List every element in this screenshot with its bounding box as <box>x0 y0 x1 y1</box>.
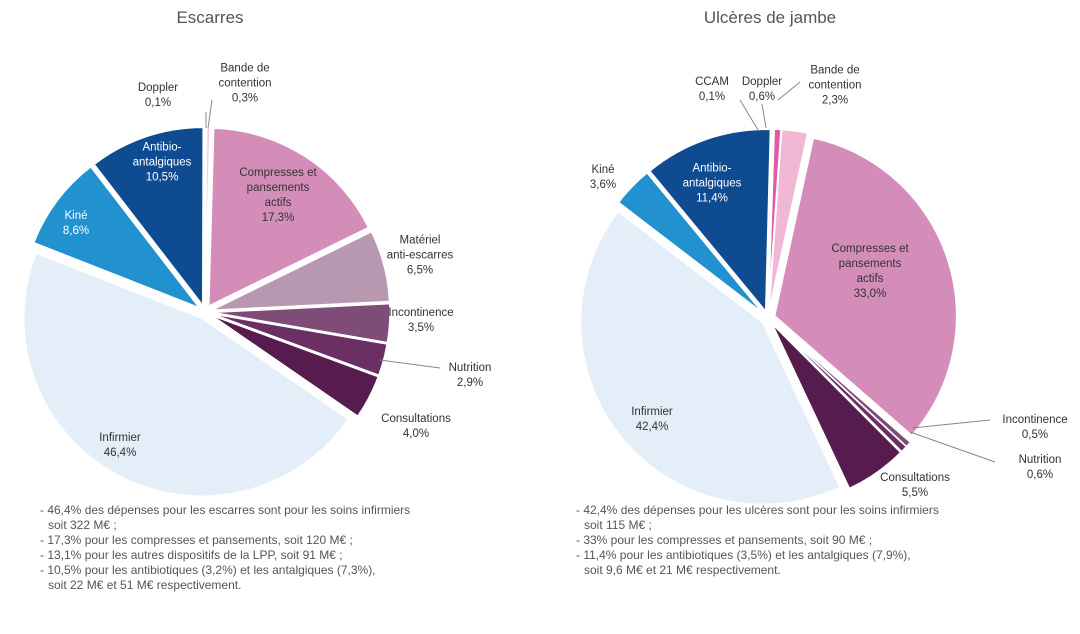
leader-line <box>911 419 991 429</box>
value-label: 2,3% <box>821 94 849 107</box>
leader-line <box>761 103 767 129</box>
value-label: 3,6% <box>589 179 617 191</box>
note: - 11,4% pour les antibiotiques (3,5%) et… <box>576 548 911 577</box>
slice-label: Kiné 8,6% <box>63 209 89 239</box>
pie-slice <box>32 165 202 310</box>
pie-slice <box>211 230 391 311</box>
value-label: 46,4% <box>103 447 137 459</box>
leader-line <box>379 359 441 369</box>
category-label: Matériel anti-escarres <box>386 234 454 262</box>
value-label: 0,6% <box>1026 469 1054 481</box>
value-label: 5,5% <box>901 487 929 499</box>
pie-slice <box>210 314 380 418</box>
note: - 33% pour les compresses et pansements,… <box>576 533 873 547</box>
category-label: Nutrition <box>448 362 492 375</box>
category-label: Nutrition <box>1018 454 1062 467</box>
slice-label: Nutrition 2,9% <box>449 361 492 391</box>
pie-slice <box>767 128 775 312</box>
slice-label: Consultations 5,5% <box>880 471 950 501</box>
pie-slice <box>648 128 772 314</box>
value-label: 42,4% <box>635 421 669 433</box>
leader-line <box>909 431 996 463</box>
pie-slice <box>93 126 204 308</box>
slice-label: Compresses et pansements actifs 33,0% <box>831 242 908 302</box>
value-label: 0,3% <box>231 92 259 105</box>
slice-label: Infirmier 42,4% <box>631 405 673 435</box>
value-label: 6,5% <box>406 264 434 277</box>
pie-slice <box>771 323 902 490</box>
slice-label: CCAM 0,1% <box>695 75 729 105</box>
leader-line <box>207 99 213 129</box>
notes: - 46,4% des dépenses pour les escarres s… <box>40 503 410 593</box>
note: - 42,4% des dépenses pour les ulcères so… <box>576 503 939 532</box>
pie-slice <box>617 171 764 314</box>
category-label: Antibio- antalgiques <box>682 162 742 190</box>
category-label: Incontinence <box>1002 414 1068 427</box>
value-label: 4,0% <box>402 428 430 440</box>
slice-label: Antibio- antalgiques 10,5% <box>133 141 192 186</box>
pie-slice <box>772 322 912 448</box>
category-label: Doppler <box>137 82 179 95</box>
category-label: Doppler <box>741 76 783 89</box>
category-label: Kiné <box>64 210 88 223</box>
chart-title: Escarres <box>176 8 244 27</box>
notes: - 42,4% des dépenses pour les ulcères so… <box>576 503 939 578</box>
category-label: Antibio- antalgiques <box>132 141 192 169</box>
value-label: 0,1% <box>144 97 172 109</box>
slice-label: Bande de contention 0,3% <box>218 62 271 107</box>
slice-label: Matériel anti-escarres 6,5% <box>387 234 453 279</box>
slice-label: Infirmier 46,4% <box>99 431 141 461</box>
value-label: 10,5% <box>145 171 179 184</box>
note: - 13,1% pour les autres dispositifs de l… <box>40 548 343 562</box>
leader-line <box>777 81 801 101</box>
category-label: CCAM <box>695 76 729 89</box>
pie-slice <box>773 137 958 437</box>
value-label: 2,9% <box>456 377 484 389</box>
value-label: 0,5% <box>1021 429 1049 441</box>
pie-slice <box>211 302 391 344</box>
slice-label: Doppler 0,1% <box>138 81 178 111</box>
pie-slice <box>579 210 841 506</box>
pie-slice <box>207 127 370 308</box>
value-label: 17,3% <box>261 211 295 224</box>
slice-label: Bande de contention 2,3% <box>808 64 861 109</box>
slice-label: Consultations 4,0% <box>381 412 451 442</box>
leader-lines <box>205 81 996 463</box>
value-label: 33,0% <box>853 287 887 300</box>
value-label: 0,1% <box>698 91 726 103</box>
pie-slice <box>211 313 389 377</box>
slice-label: Doppler 0,6% <box>742 75 782 105</box>
value-label: 3,5% <box>407 322 435 334</box>
leader-line <box>739 99 759 131</box>
value-label: 0,6% <box>748 91 776 103</box>
category-label: Infirmier <box>631 406 673 419</box>
pie-slice <box>768 128 809 312</box>
category-label: Infirmier <box>99 432 141 445</box>
category-label: Compresses et pansements actifs <box>831 243 909 285</box>
slice-label: Incontinence 0,5% <box>1002 413 1067 443</box>
slice-label: Antibio- antalgiques 11,4% <box>683 162 742 207</box>
note: - 17,3% pour les compresses et pansement… <box>40 533 353 547</box>
slice-label: Nutrition 0,6% <box>1019 453 1062 483</box>
pie-slice <box>22 252 350 497</box>
category-label: Incontinence <box>388 307 454 320</box>
category-label: Bande de contention <box>218 62 272 90</box>
slice-label: Kiné 3,6% <box>590 163 616 193</box>
slice-label: Compresses et pansements actifs 17,3% <box>239 166 316 226</box>
category-label: Consultations <box>381 413 451 426</box>
value-label: 11,4% <box>696 192 728 205</box>
chart-title: Ulcères de jambe <box>703 8 837 27</box>
slice-label: Incontinence 3,5% <box>388 306 453 336</box>
category-label: Compresses et pansements actifs <box>239 167 317 209</box>
category-label: Bande de contention <box>808 64 862 92</box>
category-label: Consultations <box>880 472 950 485</box>
category-label: Kiné <box>591 164 615 177</box>
note: - 46,4% des dépenses pour les escarres s… <box>40 503 411 532</box>
note: - 10,5% pour les antibiotiques (3,2%) et… <box>40 563 376 592</box>
value-label: 8,6% <box>62 225 90 237</box>
